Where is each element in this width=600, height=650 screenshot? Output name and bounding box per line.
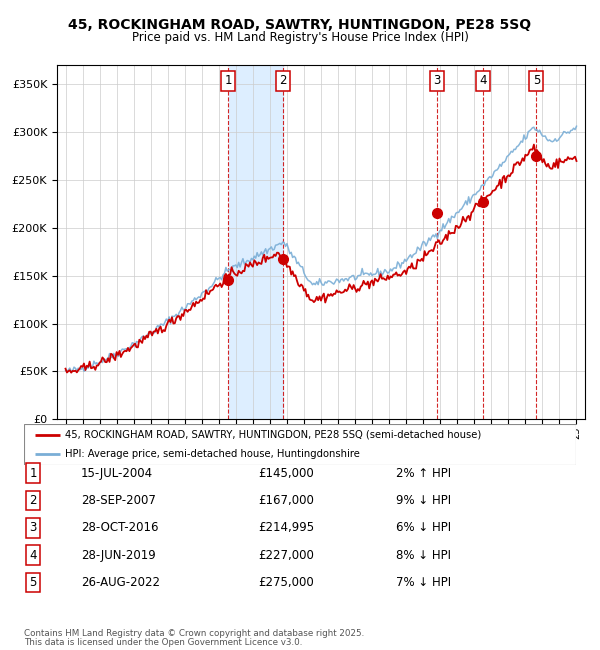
Text: 15-JUL-2004: 15-JUL-2004 xyxy=(81,467,153,480)
Text: 4: 4 xyxy=(29,549,37,562)
Text: 3: 3 xyxy=(434,75,441,88)
Text: 3: 3 xyxy=(29,521,37,534)
Text: 28-OCT-2016: 28-OCT-2016 xyxy=(81,521,158,534)
Text: 6% ↓ HPI: 6% ↓ HPI xyxy=(396,521,451,534)
Text: 2% ↑ HPI: 2% ↑ HPI xyxy=(396,467,451,480)
Text: 28-JUN-2019: 28-JUN-2019 xyxy=(81,549,156,562)
Text: 28-SEP-2007: 28-SEP-2007 xyxy=(81,494,156,507)
Text: £214,995: £214,995 xyxy=(258,521,314,534)
Text: 45, ROCKINGHAM ROAD, SAWTRY, HUNTINGDON, PE28 5SQ: 45, ROCKINGHAM ROAD, SAWTRY, HUNTINGDON,… xyxy=(68,18,532,32)
Text: 45, ROCKINGHAM ROAD, SAWTRY, HUNTINGDON, PE28 5SQ (semi-detached house): 45, ROCKINGHAM ROAD, SAWTRY, HUNTINGDON,… xyxy=(65,430,482,440)
Text: £275,000: £275,000 xyxy=(258,576,314,589)
Text: This data is licensed under the Open Government Licence v3.0.: This data is licensed under the Open Gov… xyxy=(24,638,302,647)
Text: 2: 2 xyxy=(279,75,286,88)
Text: 1: 1 xyxy=(29,467,37,480)
Text: Price paid vs. HM Land Registry's House Price Index (HPI): Price paid vs. HM Land Registry's House … xyxy=(131,31,469,44)
Text: 8% ↓ HPI: 8% ↓ HPI xyxy=(396,549,451,562)
Text: Contains HM Land Registry data © Crown copyright and database right 2025.: Contains HM Land Registry data © Crown c… xyxy=(24,629,364,638)
Text: £145,000: £145,000 xyxy=(258,467,314,480)
Text: 1: 1 xyxy=(224,75,232,88)
Text: HPI: Average price, semi-detached house, Huntingdonshire: HPI: Average price, semi-detached house,… xyxy=(65,448,360,459)
Text: 4: 4 xyxy=(479,75,487,88)
Text: 5: 5 xyxy=(29,576,37,589)
Text: 9% ↓ HPI: 9% ↓ HPI xyxy=(396,494,451,507)
Text: 7% ↓ HPI: 7% ↓ HPI xyxy=(396,576,451,589)
Text: £167,000: £167,000 xyxy=(258,494,314,507)
Text: 2: 2 xyxy=(29,494,37,507)
Text: 5: 5 xyxy=(533,75,540,88)
Text: 26-AUG-2022: 26-AUG-2022 xyxy=(81,576,160,589)
Text: £227,000: £227,000 xyxy=(258,549,314,562)
